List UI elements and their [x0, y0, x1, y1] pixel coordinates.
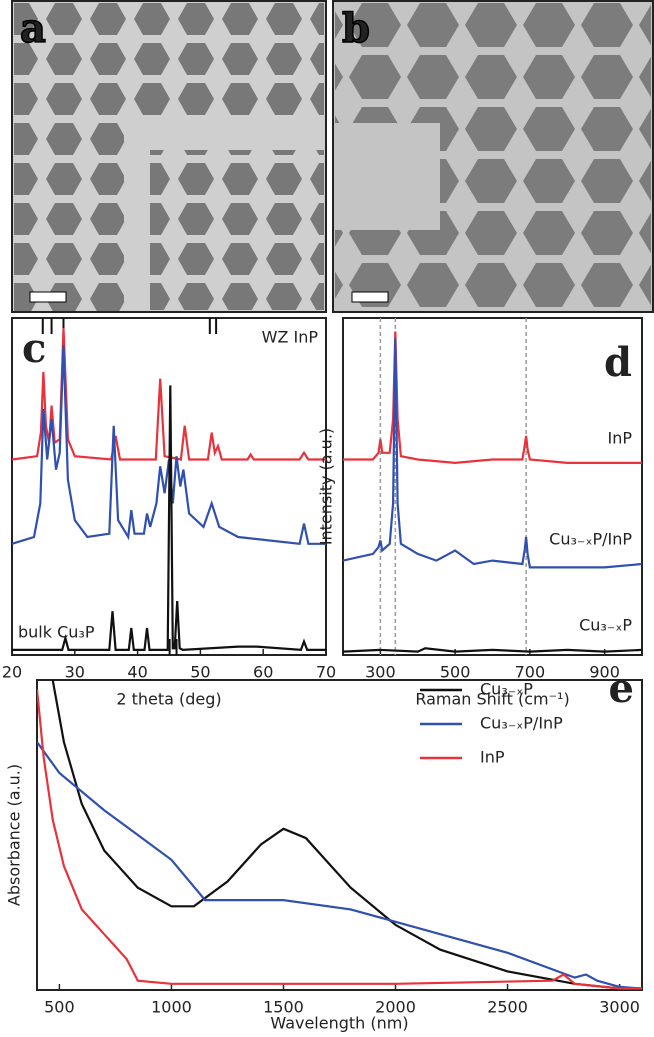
series-line: [343, 338, 642, 569]
reference-label: bulk Cu₃P: [18, 623, 95, 642]
x-tick-label: 500: [44, 998, 75, 1017]
series-line: [343, 331, 642, 465]
x-tick-label: 300: [365, 663, 396, 682]
x-axis-label: Raman Shift (cm⁻¹): [415, 690, 569, 709]
panel-label: d: [604, 339, 632, 386]
series-line: [37, 689, 642, 990]
series-label: Cu₃₋ₓP: [579, 615, 632, 634]
legend-label: Cu₃₋ₓP: [480, 680, 533, 699]
x-tick-label: 20: [2, 663, 22, 682]
series-label: InP: [607, 428, 632, 447]
x-tick-label: 2000: [375, 998, 416, 1017]
series-line: [37, 741, 642, 990]
panel-label: b: [342, 5, 370, 52]
x-tick-label: 50: [190, 663, 210, 682]
tem-image-a: a: [11, 0, 327, 313]
panel-label: c: [22, 325, 46, 372]
series-line: [343, 647, 642, 653]
series-label: Cu₃₋ₓP/InP: [549, 530, 632, 549]
x-tick-label: 1000: [151, 998, 192, 1017]
y-axis-label: Intensity (a.u.): [317, 428, 336, 545]
series-line: [12, 385, 326, 652]
x-tick-label: 900: [589, 663, 620, 682]
y-axis-label: Absorbance (a.u.): [5, 764, 24, 906]
reference-label: WZ InP: [262, 328, 319, 347]
x-axis-label: 2 theta (deg): [116, 690, 221, 709]
plot-frame: [36, 679, 643, 991]
plot-frame: [342, 317, 643, 656]
x-axis-label: Wavelength (nm): [270, 1014, 408, 1033]
legend-label: Cu₃₋ₓP/InP: [480, 714, 563, 733]
x-tick-label: 700: [515, 663, 546, 682]
series-line: [51, 680, 642, 990]
series-line: [12, 344, 326, 546]
x-tick-label: 3000: [599, 998, 640, 1017]
x-tick-label: 40: [127, 663, 147, 682]
panel-label: e: [609, 665, 634, 712]
x-tick-label: 1500: [263, 998, 304, 1017]
tem-image-b: b: [332, 0, 654, 313]
x-tick-label: 500: [440, 663, 471, 682]
x-tick-label: 60: [253, 663, 273, 682]
x-tick-label: 70: [316, 663, 336, 682]
x-tick-label: 30: [65, 663, 85, 682]
legend-label: InP: [480, 748, 505, 767]
x-tick-label: 2500: [487, 998, 528, 1017]
panel-label: a: [20, 5, 46, 52]
